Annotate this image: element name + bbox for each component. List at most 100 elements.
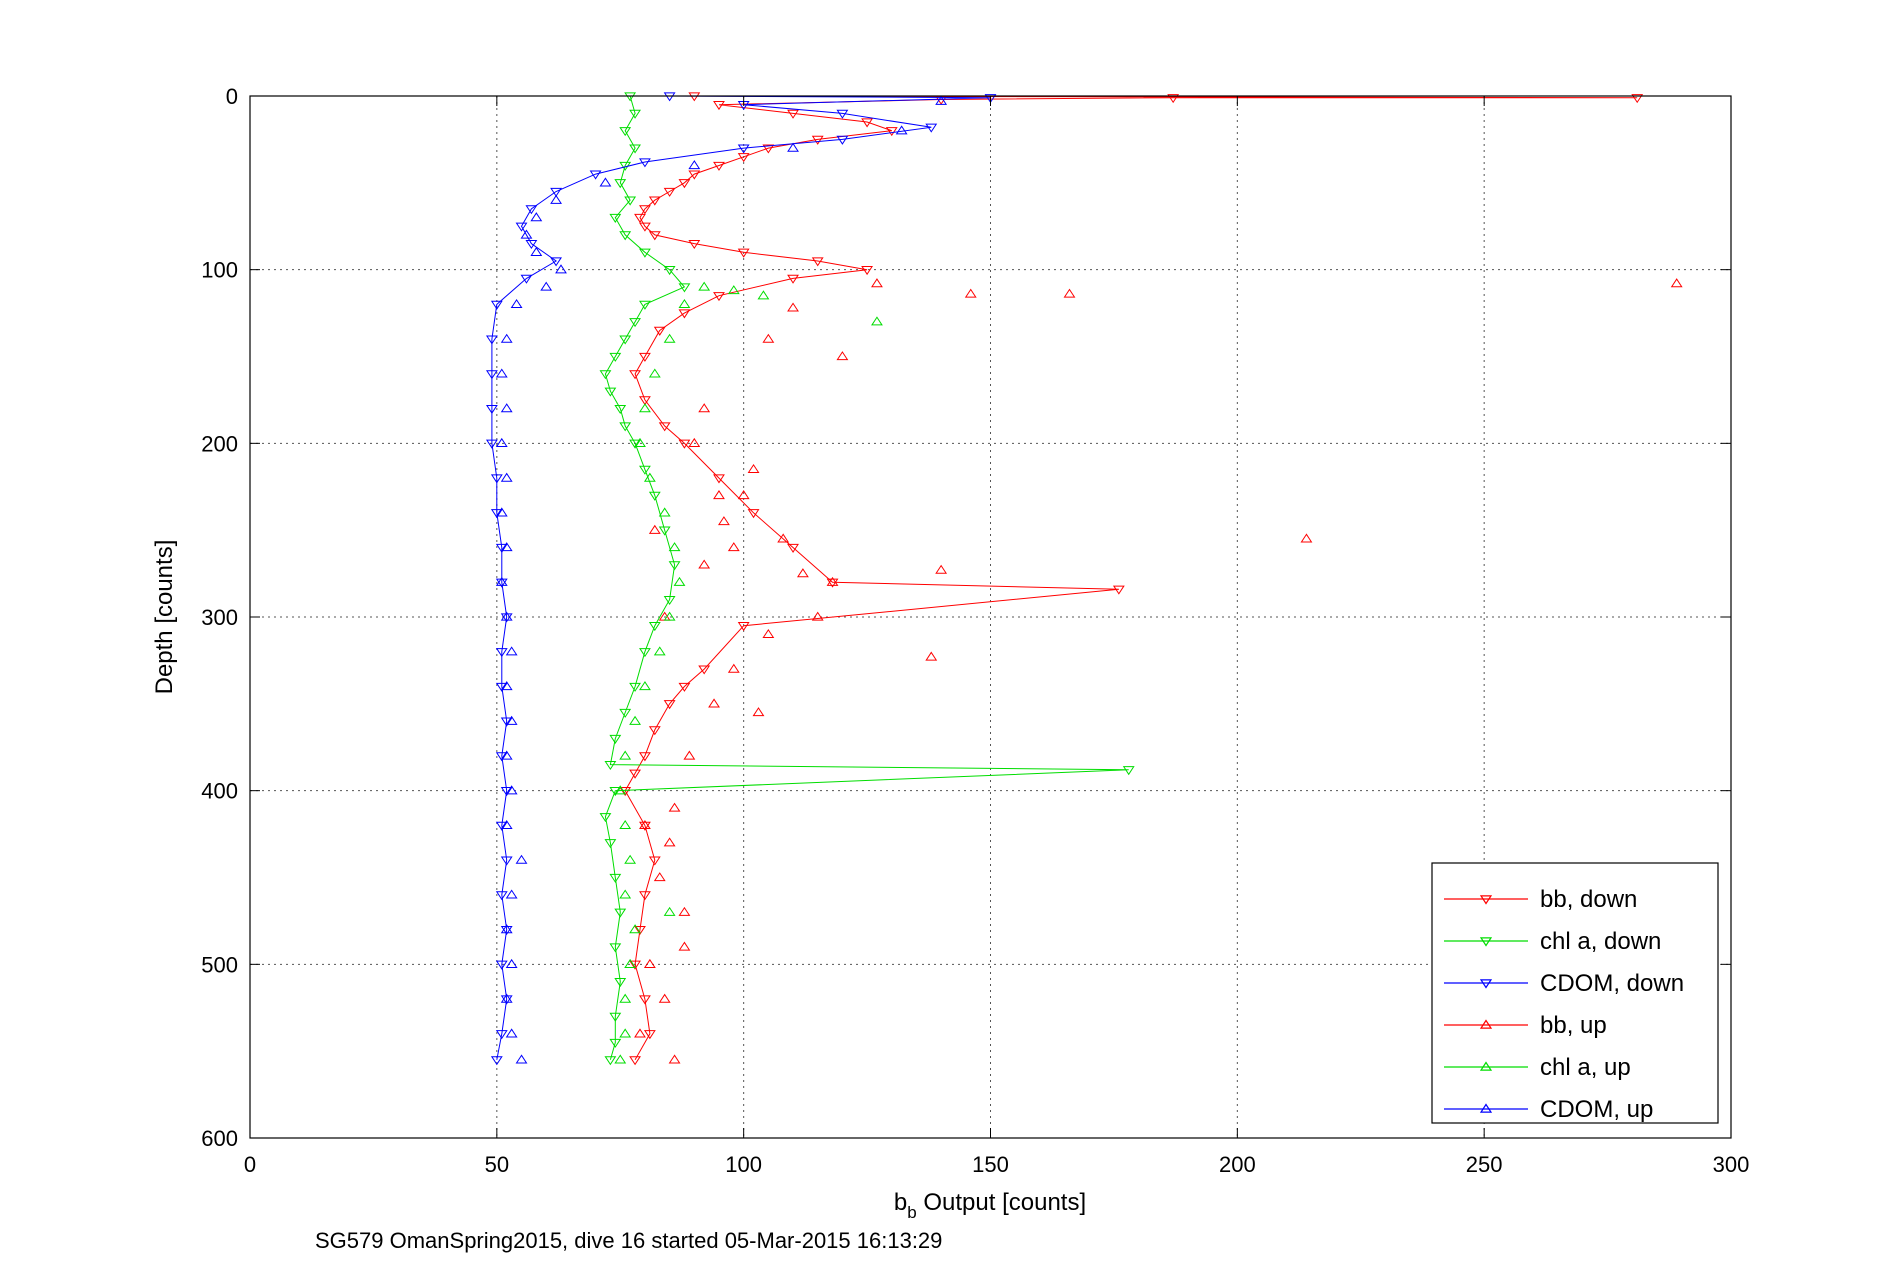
data-point — [495, 891, 508, 901]
series-line — [604, 95, 1129, 1060]
data-point — [500, 613, 513, 623]
data-point — [619, 819, 632, 830]
data-point — [500, 993, 513, 1003]
y-tick-label: 300 — [201, 605, 238, 630]
data-point — [614, 978, 627, 988]
data-point — [485, 404, 498, 415]
series-layer — [485, 92, 1683, 1066]
data-point — [510, 298, 523, 309]
data-point — [648, 491, 661, 501]
data-point — [629, 439, 641, 449]
data-point — [747, 463, 760, 474]
data-point — [639, 158, 651, 168]
data-point — [619, 787, 632, 797]
data-point — [643, 472, 656, 482]
data-point — [796, 568, 809, 578]
data-point — [530, 246, 543, 256]
data-point — [713, 101, 725, 111]
legend-marker — [1479, 895, 1493, 905]
data-point — [925, 651, 938, 661]
data-point — [653, 872, 666, 882]
data-point — [629, 1056, 641, 1066]
data-point — [500, 472, 513, 482]
data-point — [648, 622, 661, 632]
legend-marker — [1479, 937, 1493, 947]
series-5 — [495, 95, 948, 1064]
data-point — [717, 516, 730, 526]
legend-entry-label: bb, down — [1540, 886, 1637, 913]
data-point — [1112, 585, 1125, 595]
data-point — [609, 787, 622, 797]
data-point — [836, 109, 849, 119]
data-point — [629, 370, 641, 380]
data-point — [639, 403, 651, 413]
data-point — [634, 1028, 646, 1038]
data-point — [500, 717, 513, 727]
data-point — [500, 681, 513, 691]
y-tick-label: 400 — [201, 779, 238, 804]
data-point — [737, 248, 750, 258]
data-point — [648, 524, 661, 534]
data-point — [619, 708, 632, 718]
series-0 — [619, 92, 1644, 1066]
data-point — [485, 439, 498, 449]
data-point — [490, 300, 503, 310]
data-point — [599, 813, 612, 823]
data-point — [609, 873, 622, 883]
data-point — [935, 564, 948, 574]
data-point — [639, 648, 651, 658]
data-point — [787, 142, 799, 152]
legend-entry-label: CDOM, down — [1540, 970, 1684, 997]
data-point — [500, 819, 513, 830]
y-axis-label: Depth [counts] — [151, 540, 178, 695]
data-point — [604, 1056, 617, 1066]
data-point — [629, 682, 641, 692]
data-point — [500, 924, 513, 934]
data-point — [490, 474, 503, 484]
data-point — [609, 943, 622, 953]
data-point — [624, 854, 637, 864]
data-point — [629, 769, 641, 779]
data-point — [619, 231, 632, 241]
data-point — [614, 785, 627, 795]
data-point — [1300, 533, 1313, 543]
data-point — [619, 750, 632, 760]
data-point — [688, 170, 701, 180]
data-point — [648, 368, 661, 378]
y-tick-label: 100 — [201, 258, 238, 283]
data-point — [609, 213, 622, 223]
data-point — [861, 118, 874, 128]
data-point — [984, 94, 997, 104]
data-point — [495, 543, 508, 553]
data-point — [1122, 766, 1135, 776]
data-point — [505, 785, 518, 795]
data-point — [634, 925, 646, 936]
data-point — [663, 333, 676, 343]
data-point — [609, 1038, 622, 1048]
series-4 — [614, 281, 883, 1064]
data-point — [648, 726, 661, 736]
data-point — [639, 205, 651, 215]
data-point — [668, 1054, 681, 1064]
data-point — [599, 177, 612, 187]
data-point — [505, 715, 518, 725]
data-point — [604, 760, 617, 771]
data-point — [599, 370, 612, 380]
data-point — [609, 352, 622, 362]
data-point — [639, 465, 651, 475]
data-point — [505, 646, 518, 656]
data-point — [520, 274, 533, 284]
data-point — [490, 509, 503, 519]
data-point — [653, 326, 666, 336]
data-point — [811, 135, 824, 145]
data-point — [495, 752, 508, 762]
data-point — [678, 941, 691, 951]
data-point — [500, 403, 513, 413]
data-point — [639, 300, 651, 310]
grid-lines — [250, 96, 1731, 1138]
data-point — [495, 821, 508, 831]
data-point — [495, 507, 508, 517]
data-point — [634, 213, 646, 223]
data-point — [1063, 288, 1076, 298]
data-point — [762, 144, 775, 154]
